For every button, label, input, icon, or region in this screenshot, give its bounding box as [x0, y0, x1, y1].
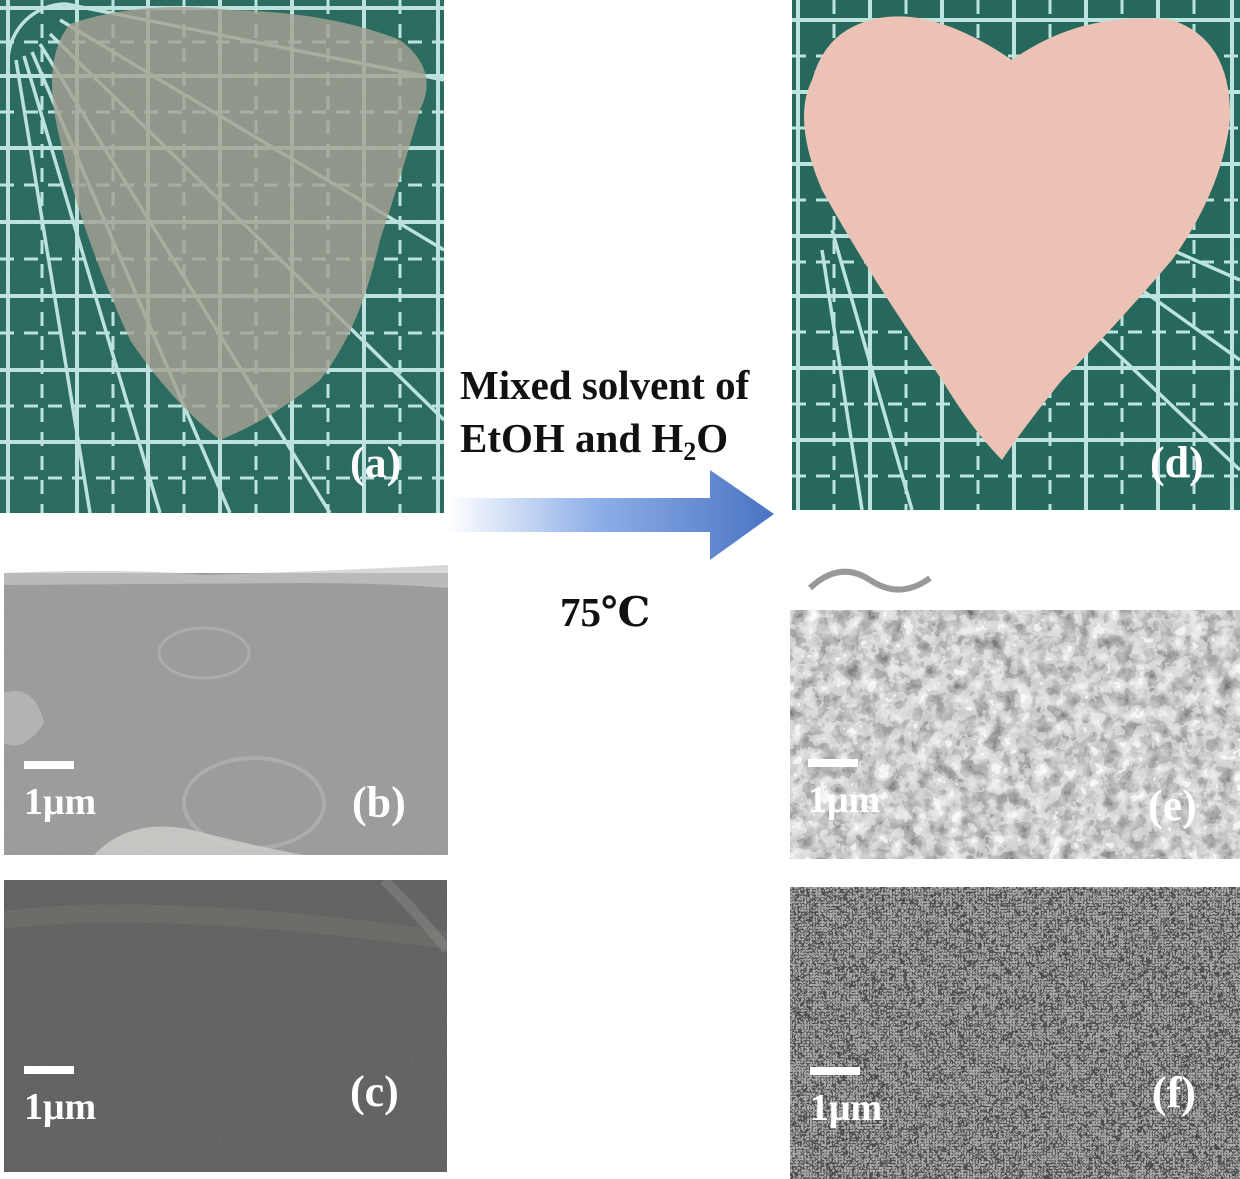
scale-bar-f: 1μm — [810, 1067, 910, 1127]
panel-e-sem: 1μm (e) — [790, 550, 1240, 859]
panel-b-sem: 1μm (b) — [4, 513, 448, 855]
panel-label-e: (e) — [1148, 781, 1197, 830]
panel-c-sem: 1μm (c) — [4, 880, 447, 1172]
panel-label-a: (a) — [350, 438, 402, 487]
panel-label-b: (b) — [352, 778, 406, 827]
cutting-mat-grid — [0, 0, 444, 513]
panel-label-f: (f) — [1152, 1068, 1196, 1117]
scale-bar-b: 1μm — [24, 761, 124, 821]
panel-a-photo: (a) — [0, 0, 444, 513]
scale-bar-line — [24, 1066, 74, 1074]
scale-bar-line — [808, 759, 858, 767]
scale-bar-text: 1μm — [808, 779, 881, 821]
panel-d-photo: (d) — [792, 0, 1240, 510]
scale-bar-text: 1μm — [810, 1087, 883, 1129]
scale-bar-text: 1μm — [24, 781, 97, 823]
solvent-label-line2: EtOH and H2O — [460, 415, 729, 466]
panel-label-c: (c) — [350, 1067, 399, 1116]
panel-label-d: (d) — [1150, 438, 1204, 487]
scale-bar-line — [810, 1067, 860, 1075]
temperature-label: 75℃ — [560, 589, 651, 635]
scale-bar-e: 1μm — [808, 759, 908, 819]
scale-bar-c: 1μm — [24, 1066, 124, 1126]
solvent-label-line1: Mixed solvent of — [460, 362, 750, 408]
scale-bar-line — [24, 761, 74, 769]
process-arrow — [448, 470, 774, 560]
scale-bar-text: 1μm — [24, 1086, 97, 1128]
panel-f-sem: 1μm (f) — [790, 887, 1240, 1179]
